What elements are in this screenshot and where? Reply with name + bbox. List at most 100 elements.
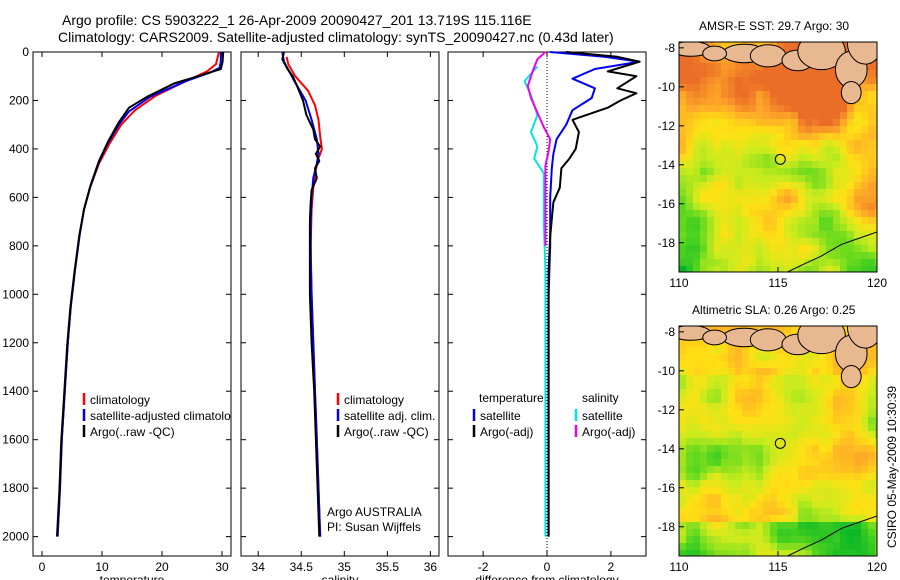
sst_map-cell xyxy=(798,70,806,78)
sst_map-cell xyxy=(826,231,834,239)
sst_map-cell xyxy=(707,119,715,127)
sst_map-cell xyxy=(756,105,764,113)
sst_map-cell xyxy=(826,245,834,253)
sla_map-cell xyxy=(693,508,701,516)
sst_map-cell xyxy=(679,189,687,197)
sst_map-cell xyxy=(714,70,722,78)
sla_map-cell xyxy=(812,466,820,474)
sla_map-cell xyxy=(840,389,848,397)
sst_map-cell xyxy=(756,175,764,183)
sst_map-cell xyxy=(728,77,736,85)
sst_map-cell xyxy=(861,266,869,272)
sla_map-cell xyxy=(728,536,736,544)
sst_map-cell xyxy=(721,147,729,155)
sla_map-cell xyxy=(826,494,834,502)
sst_map-cell xyxy=(861,105,869,113)
sla_map-cell xyxy=(686,550,694,556)
sla_map-cell xyxy=(798,522,806,530)
sst_map-cell xyxy=(756,77,764,85)
sla_map-cell xyxy=(721,480,729,488)
sla_map-cell xyxy=(875,473,877,481)
sla_map-cell xyxy=(854,403,862,411)
sla_map-cell xyxy=(686,473,694,481)
sla_map-cell xyxy=(854,438,862,446)
sla_map-cell xyxy=(749,452,757,460)
sst_map-cell xyxy=(763,119,771,127)
sla_map-cell xyxy=(756,508,764,516)
sla_map-cell xyxy=(826,361,834,369)
sst_map-cell xyxy=(686,112,694,120)
sst_map-cell xyxy=(777,259,785,267)
sst_map-cell xyxy=(805,259,813,267)
sst_map-cell xyxy=(805,189,813,197)
sst_map-cell xyxy=(686,161,694,169)
sst_map-cell xyxy=(700,252,708,260)
depth-tick-label: 2000 xyxy=(2,530,29,544)
sla_map-cell xyxy=(749,480,757,488)
sst_map-cell xyxy=(784,91,792,99)
sla_map-cell xyxy=(777,459,785,467)
sla_map-cell xyxy=(770,389,778,397)
sst_map-cell xyxy=(819,238,827,246)
sst_map-cell xyxy=(770,105,778,113)
sst_map-cell xyxy=(735,105,743,113)
sst_map-cell xyxy=(805,91,813,99)
sst_map-cell xyxy=(721,217,729,225)
sst_map-cell xyxy=(861,245,869,253)
sla_map-cell xyxy=(805,361,813,369)
sst_map-cell xyxy=(819,203,827,211)
sst_map-cell xyxy=(812,210,820,218)
sst_map-cell xyxy=(819,231,827,239)
sla_map-cell xyxy=(693,515,701,523)
sla_map-cell xyxy=(861,396,869,404)
sla_map-cell xyxy=(735,382,743,390)
sst_map-cell xyxy=(749,63,757,71)
sla_map-cell xyxy=(756,347,764,355)
sst_map-cell xyxy=(714,238,722,246)
sla_map-cell xyxy=(679,417,687,425)
sla_map-ytick-label: -12 xyxy=(658,403,676,417)
sla_map-cell xyxy=(868,417,876,425)
sst_map-cell xyxy=(819,112,827,120)
sla_map-cell xyxy=(679,550,687,556)
sla_map-cell xyxy=(861,473,869,481)
sst_map-cell xyxy=(791,140,799,148)
sla_map-cell xyxy=(798,459,806,467)
sst_map-cell xyxy=(784,161,792,169)
sst_map-cell xyxy=(735,245,743,253)
sst_map-cell xyxy=(714,259,722,267)
sst_map-cell xyxy=(714,140,722,148)
sla_map-cell xyxy=(784,417,792,425)
sla_map-cell xyxy=(735,375,743,383)
sla_map-cell xyxy=(826,480,834,488)
sla_map-cell xyxy=(847,508,855,516)
sst_map-cell xyxy=(735,98,743,106)
sst_map-cell xyxy=(742,147,750,155)
sla_map-cell xyxy=(777,487,785,495)
argo-float-marker xyxy=(774,437,786,449)
sst_map-cell xyxy=(770,112,778,120)
sst_map-cell xyxy=(679,175,687,183)
sst_map-cell xyxy=(686,133,694,141)
sst_map-cell xyxy=(868,77,876,85)
sla_map-cell xyxy=(840,424,848,432)
sla_map-cell xyxy=(847,389,855,397)
sla_map-cell xyxy=(826,396,834,404)
sla_map-cell xyxy=(847,403,855,411)
sla_map-cell xyxy=(854,424,862,432)
sla_map-cell xyxy=(686,368,694,376)
sst_map-cell xyxy=(742,84,750,92)
sla_map-cell xyxy=(798,543,806,551)
sla_map-cell xyxy=(763,445,771,453)
sla_map-cell xyxy=(700,445,708,453)
sst_map-cell xyxy=(875,161,877,169)
sst_map-cell xyxy=(735,133,743,141)
sla_map-cell xyxy=(868,494,876,502)
sla_map-cell xyxy=(770,410,778,418)
sla_map-cell xyxy=(679,340,687,348)
sst_map-cell xyxy=(847,252,855,260)
sla_map-cell xyxy=(707,431,715,439)
sst_map-cell xyxy=(854,126,862,134)
sst_map-cell xyxy=(693,105,701,113)
sla_map-cell xyxy=(798,424,806,432)
